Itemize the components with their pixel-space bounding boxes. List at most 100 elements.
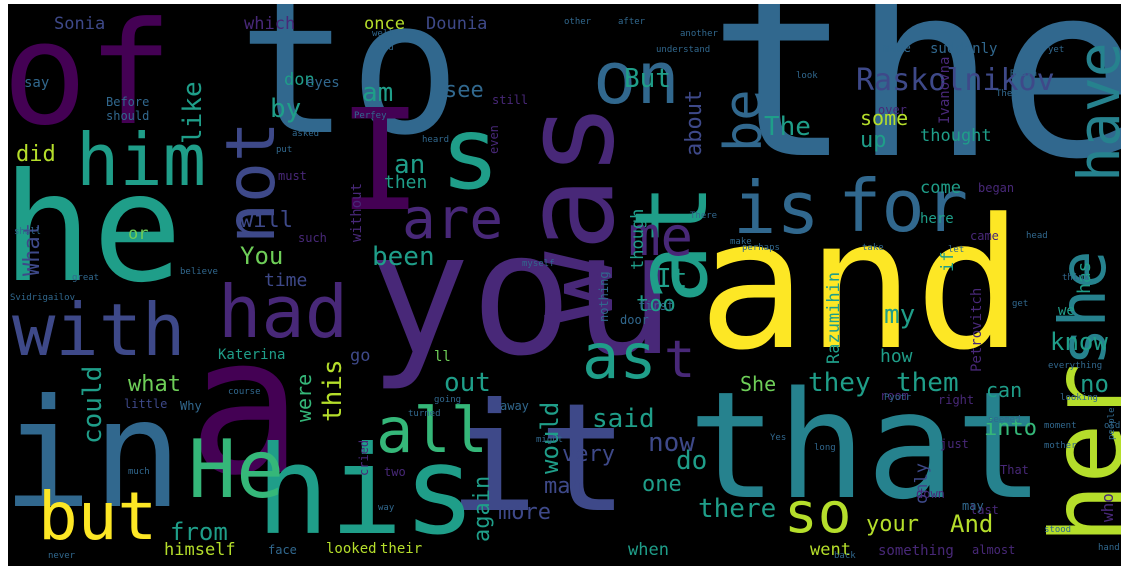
word-made: made	[882, 41, 911, 55]
word-should: should	[106, 109, 150, 123]
word-course: course	[228, 387, 261, 397]
word-he: he	[8, 142, 183, 316]
word-nothing: nothing	[597, 271, 611, 322]
word-looking: looking	[1060, 393, 1098, 403]
word-Perfey: Perfey	[354, 111, 387, 121]
word-into: into	[984, 416, 1037, 441]
word-with: with	[12, 288, 186, 372]
word-Rodya: Rodya	[1010, 69, 1038, 79]
word-let: let	[948, 245, 965, 255]
word-another: another	[680, 29, 718, 39]
word-him: him	[76, 118, 207, 202]
word-their: their	[380, 541, 423, 557]
word-about: about	[682, 89, 707, 156]
word-t: t	[664, 330, 696, 390]
word-The: The	[764, 112, 811, 142]
word-Why: Why	[180, 399, 202, 413]
word-They: They	[996, 89, 1018, 99]
word-so: so	[784, 481, 852, 546]
word-two: two	[384, 465, 406, 479]
word-mother: mother	[1044, 441, 1077, 451]
word-cried: cried	[357, 439, 371, 476]
word-room: room	[880, 389, 909, 403]
word-other: other	[564, 17, 592, 27]
word-his: his	[256, 420, 477, 562]
word-time: time	[264, 270, 308, 291]
word-here: here	[920, 211, 954, 227]
word-man: man	[544, 474, 584, 499]
word-There: There	[690, 211, 718, 221]
word-now: now	[648, 428, 695, 458]
word-what: what	[128, 372, 181, 397]
word-we: we	[1058, 303, 1075, 319]
word-out: out	[444, 368, 491, 398]
word-old: old	[1104, 421, 1121, 431]
word-It: It	[656, 264, 688, 294]
word-She: She	[740, 372, 777, 396]
word-how: how	[880, 346, 913, 367]
word-who: who	[1098, 493, 1117, 522]
word-Sonia: Sonia	[54, 14, 106, 34]
word-Ivanovna: Ivanovna	[937, 56, 953, 124]
word-say: say	[24, 75, 50, 91]
word-heard: heard	[422, 135, 450, 145]
word-again: again	[470, 475, 495, 542]
word-still: still	[492, 93, 529, 107]
word-just: just	[940, 437, 969, 451]
word-been: been	[372, 242, 435, 272]
word-great: great	[72, 273, 100, 283]
word-looked: looked	[326, 541, 377, 557]
word-came: came	[970, 229, 999, 243]
word-too: too	[636, 292, 676, 317]
word-seemed: seemed	[988, 415, 1021, 425]
word-down: down	[916, 487, 945, 501]
word-But: But	[624, 64, 671, 94]
word-without: without	[349, 182, 365, 242]
word-well: well	[372, 29, 394, 39]
word-And: And	[950, 510, 994, 538]
word-very: very	[562, 442, 615, 467]
word-for: for	[838, 164, 969, 248]
word-put: put	[276, 145, 293, 155]
word-is: is	[733, 166, 820, 250]
word-on: on	[593, 36, 680, 120]
word-do: do	[676, 446, 708, 476]
word-That: That	[1000, 463, 1029, 477]
word-an: an	[394, 150, 426, 180]
word-some: some	[860, 106, 909, 130]
word-understand: understand	[656, 45, 711, 55]
word-himself: himself	[164, 540, 236, 560]
word-myself: myself	[522, 259, 555, 269]
word-it: it	[448, 372, 629, 546]
word-began: began	[978, 181, 1015, 195]
word-did: did	[16, 142, 56, 167]
word-there: there	[698, 494, 777, 524]
word-eyes: eyes	[306, 75, 340, 91]
word-like: like	[178, 81, 208, 144]
word-last: last	[970, 503, 999, 517]
word-by: by	[270, 94, 302, 124]
word-turned: turned	[408, 409, 441, 419]
word-of: of	[8, 4, 173, 157]
word-when: when	[628, 540, 669, 560]
word-am: am	[362, 78, 394, 108]
word-that: that	[688, 360, 1045, 532]
word-way: way	[378, 503, 395, 513]
word-come: come	[920, 178, 961, 198]
word-said: said	[592, 404, 655, 434]
word-Yes: Yes	[770, 433, 787, 443]
word-they: they	[808, 368, 871, 398]
word-Pyotr: Pyotr	[884, 393, 912, 403]
word-were: were	[292, 373, 316, 422]
word-could: could	[78, 365, 108, 444]
word-everything: everything	[1048, 361, 1103, 371]
word-to: to	[238, 4, 461, 176]
word-suddenly: suddenly	[930, 41, 998, 57]
word-as: as	[582, 320, 657, 393]
word-once: once	[364, 14, 405, 34]
word-Petrovitch: Petrovitch	[969, 287, 985, 372]
word-I: I	[338, 80, 423, 243]
word-look: look	[796, 71, 818, 81]
word-such: such	[298, 231, 327, 245]
